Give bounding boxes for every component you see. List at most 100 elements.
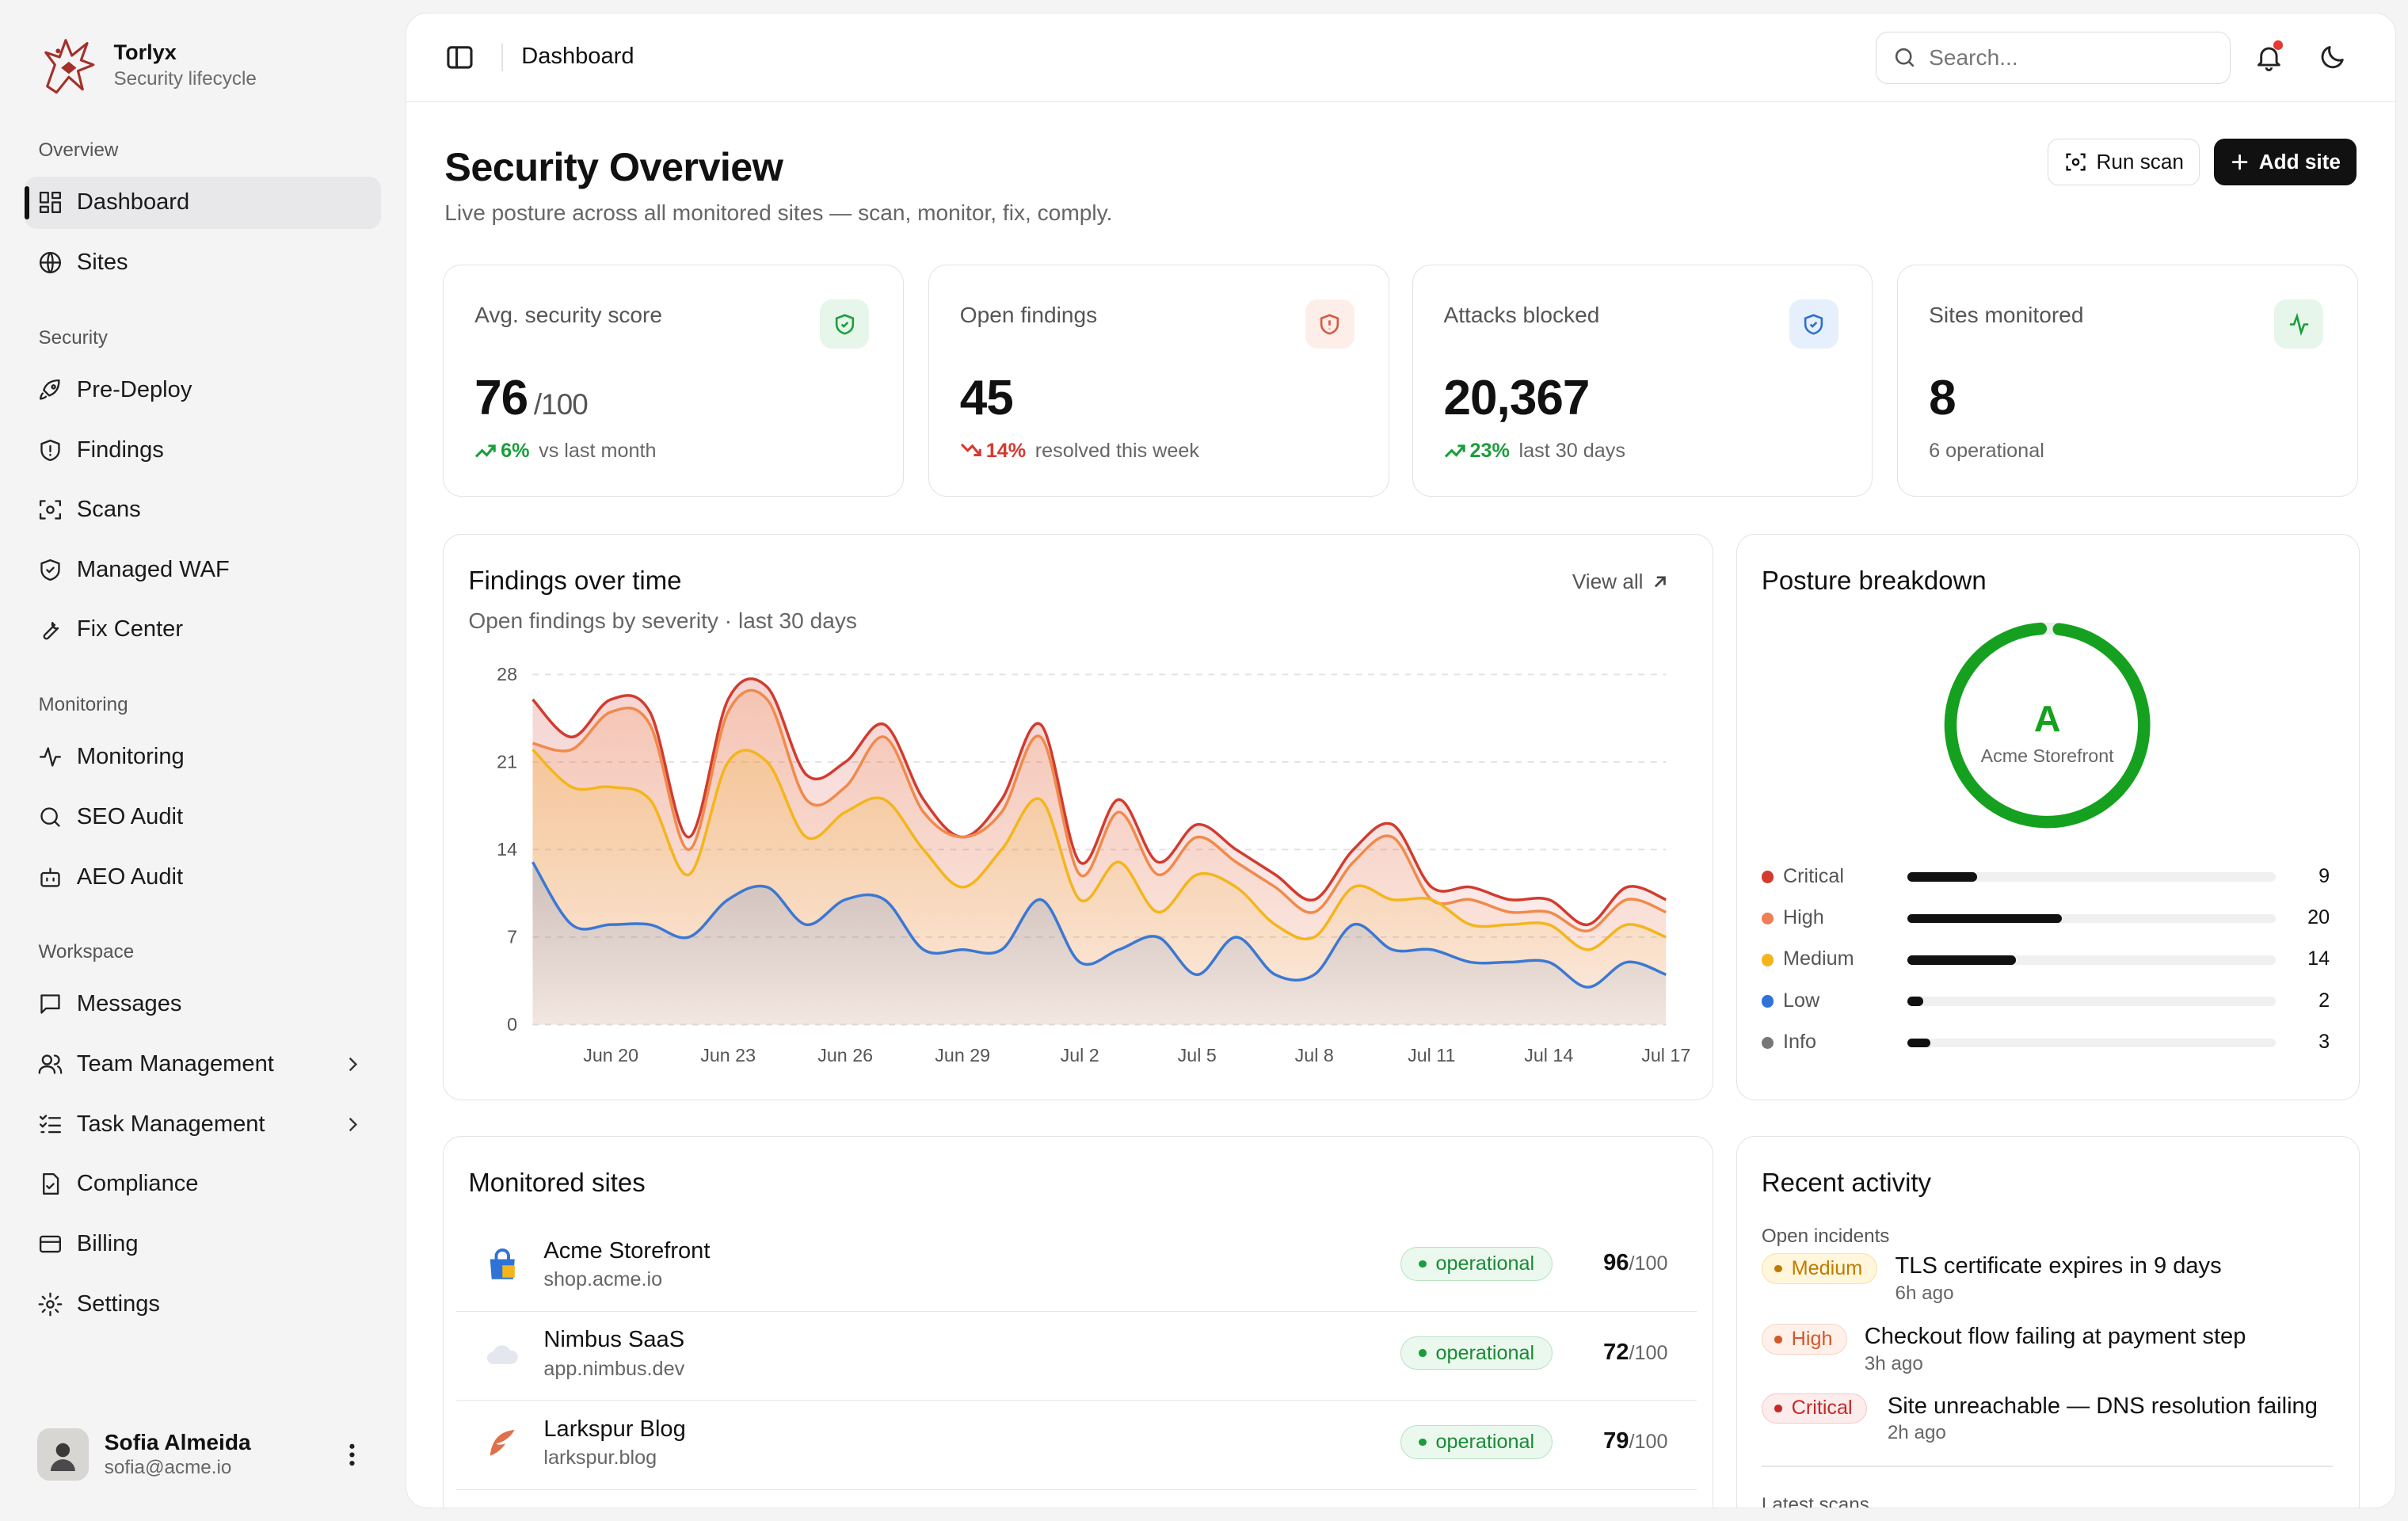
stat-value: 8 — [1929, 370, 1956, 426]
add-site-label: Add site — [2258, 150, 2341, 174]
run-scan-button[interactable]: Run scan — [2048, 139, 2200, 185]
brand-name: Torlyx — [113, 40, 177, 65]
card-title: Recent activity — [1761, 1167, 1932, 1197]
sidebar-item-aeo-audit[interactable]: AEO Audit — [25, 851, 381, 903]
legend-fill — [1907, 1038, 1931, 1048]
more-vertical-icon[interactable] — [338, 1441, 366, 1469]
activity-icon — [2289, 312, 2308, 336]
x-tick-label: Jul 17 — [1642, 1045, 1691, 1065]
bot-icon — [37, 863, 65, 891]
sidebar-item-settings[interactable]: Settings — [25, 1278, 381, 1330]
brand-tagline: Security lifecycle — [113, 68, 257, 90]
x-tick-label: Jun 23 — [701, 1045, 756, 1065]
legend-name: High — [1782, 905, 1824, 928]
series-line — [532, 861, 1667, 989]
sidebar-item-managed-waf[interactable]: Managed WAF — [25, 543, 381, 596]
legend-dot — [1761, 912, 1774, 925]
main-panel: Dashboard Security Overview Live posture… — [405, 12, 2396, 1508]
shield-check-icon — [37, 556, 65, 584]
sidebar-item-label: Team Management — [76, 1051, 274, 1077]
sidebar-item-billing[interactable]: Billing — [25, 1218, 381, 1270]
sidebar-item-compliance[interactable]: Compliance — [25, 1158, 381, 1210]
stat-note: 6 operational — [1929, 439, 2044, 462]
user-profile[interactable]: Sofia Almeida sofia@acme.io — [36, 1428, 375, 1481]
nav-section-security: Security — [38, 326, 108, 349]
shield-alert-icon — [1320, 314, 1339, 335]
series-line — [532, 677, 1667, 926]
sidebar-item-label: Monitoring — [76, 744, 185, 770]
nav-section-monitoring: Monitoring — [38, 694, 128, 716]
sidebar-item-label: Scans — [76, 497, 141, 523]
arrow-up-right-icon — [1655, 576, 1666, 588]
site-row[interactable]: Acme Storefront shop.acme.io operational… — [455, 1222, 1697, 1312]
sidebar-item-label: Pre-Deploy — [76, 376, 192, 402]
globe-icon — [37, 249, 65, 276]
severity-badge: Medium — [1761, 1253, 1877, 1284]
open-incidents-heading: Open incidents — [1761, 1226, 1890, 1248]
card-subtitle: Open findings by severity · last 30 days — [468, 608, 857, 633]
tasks-icon — [37, 1111, 65, 1138]
status-label: operational — [1435, 1252, 1535, 1275]
legend-name: Critical — [1782, 864, 1844, 887]
user-name: Sofia Almeida — [104, 1430, 251, 1455]
site-host: app.nimbus.dev — [543, 1357, 685, 1380]
site-row[interactable]: Nimbus SaaS app.nimbus.dev operational 7… — [455, 1312, 1697, 1401]
site-row[interactable]: Larkspur Blog larkspur.blog operational … — [455, 1401, 1697, 1490]
bell-icon[interactable] — [2254, 42, 2284, 73]
sidebar-item-pre-deploy[interactable]: Pre-Deploy — [25, 364, 381, 416]
user-email: sofia@acme.io — [104, 1457, 232, 1478]
legend-track — [1907, 872, 2277, 882]
status-badge: operational — [1400, 1247, 1553, 1281]
severity-badge: High — [1761, 1324, 1847, 1355]
y-tick-label: 21 — [497, 751, 518, 772]
sidebar-item-label: Managed WAF — [76, 556, 230, 582]
trend-up-icon — [1444, 444, 1465, 458]
site-host: larkspur.blog — [543, 1447, 657, 1470]
search-icon — [37, 803, 65, 831]
chevron-right-icon[interactable] — [341, 1112, 365, 1137]
add-site-button[interactable]: Add site — [2213, 139, 2357, 185]
sidebar-item-task-management[interactable]: Task Management — [25, 1098, 381, 1150]
notification-dot — [2273, 40, 2284, 51]
x-tick-label: Jul 8 — [1295, 1045, 1334, 1065]
sidebar-item-messages[interactable]: Messages — [25, 978, 381, 1031]
sidebar-item-seo-audit[interactable]: SEO Audit — [25, 791, 381, 843]
recent-activity-card: Recent activity Open incidents Medium TL… — [1736, 1135, 2360, 1508]
page-title: Security Overview — [444, 144, 783, 190]
posture-grade: A — [2034, 698, 2061, 739]
scan-icon — [2066, 153, 2086, 171]
stat-badge — [1305, 299, 1354, 349]
brand-logo-icon — [44, 38, 95, 93]
sidebar-item-fix-center[interactable]: Fix Center — [25, 604, 381, 656]
incident-text: TLS certificate expires in 9 days — [1895, 1253, 2222, 1279]
legend-fill — [1907, 997, 1923, 1006]
chevron-right-icon[interactable] — [341, 1052, 365, 1077]
sidebar-toggle-icon[interactable] — [446, 44, 474, 71]
stat-badge — [1789, 299, 1838, 349]
sidebar-item-team-management[interactable]: Team Management — [25, 1039, 381, 1091]
card-title: Findings over time — [468, 565, 682, 595]
sidebar-item-scans[interactable]: Scans — [25, 484, 381, 536]
search-box[interactable] — [1876, 31, 2231, 84]
moon-icon[interactable] — [2317, 42, 2348, 73]
y-tick-label: 14 — [497, 839, 518, 860]
sidebar-item-dashboard[interactable]: Dashboard — [25, 176, 381, 229]
users-icon — [37, 1050, 65, 1078]
trend-value: 14% — [985, 439, 1027, 462]
incident-text: Checkout flow failing at payment step — [1864, 1324, 2246, 1350]
brand[interactable]: Torlyx Security lifecycle — [40, 34, 257, 96]
page-breadcrumb: Dashboard — [521, 44, 634, 70]
sidebar-item-sites[interactable]: Sites — [25, 237, 381, 289]
stat-footer: 6 operational — [1929, 440, 2044, 463]
sidebar-item-findings[interactable]: Findings — [25, 424, 381, 476]
series-area — [532, 861, 1667, 1025]
sidebar-item-label: Settings — [76, 1290, 160, 1317]
nav-section-overview: Overview — [38, 139, 119, 162]
legend-count: 20 — [2307, 905, 2330, 928]
view-all-link[interactable]: View all — [1572, 570, 1670, 594]
sidebar-item-monitoring[interactable]: Monitoring — [25, 731, 381, 783]
latest-scans-heading: Latest scans — [1761, 1494, 1869, 1508]
search-input[interactable] — [1929, 44, 2206, 71]
score-value: 79 — [1603, 1428, 1629, 1454]
file-check-icon — [37, 1170, 65, 1198]
